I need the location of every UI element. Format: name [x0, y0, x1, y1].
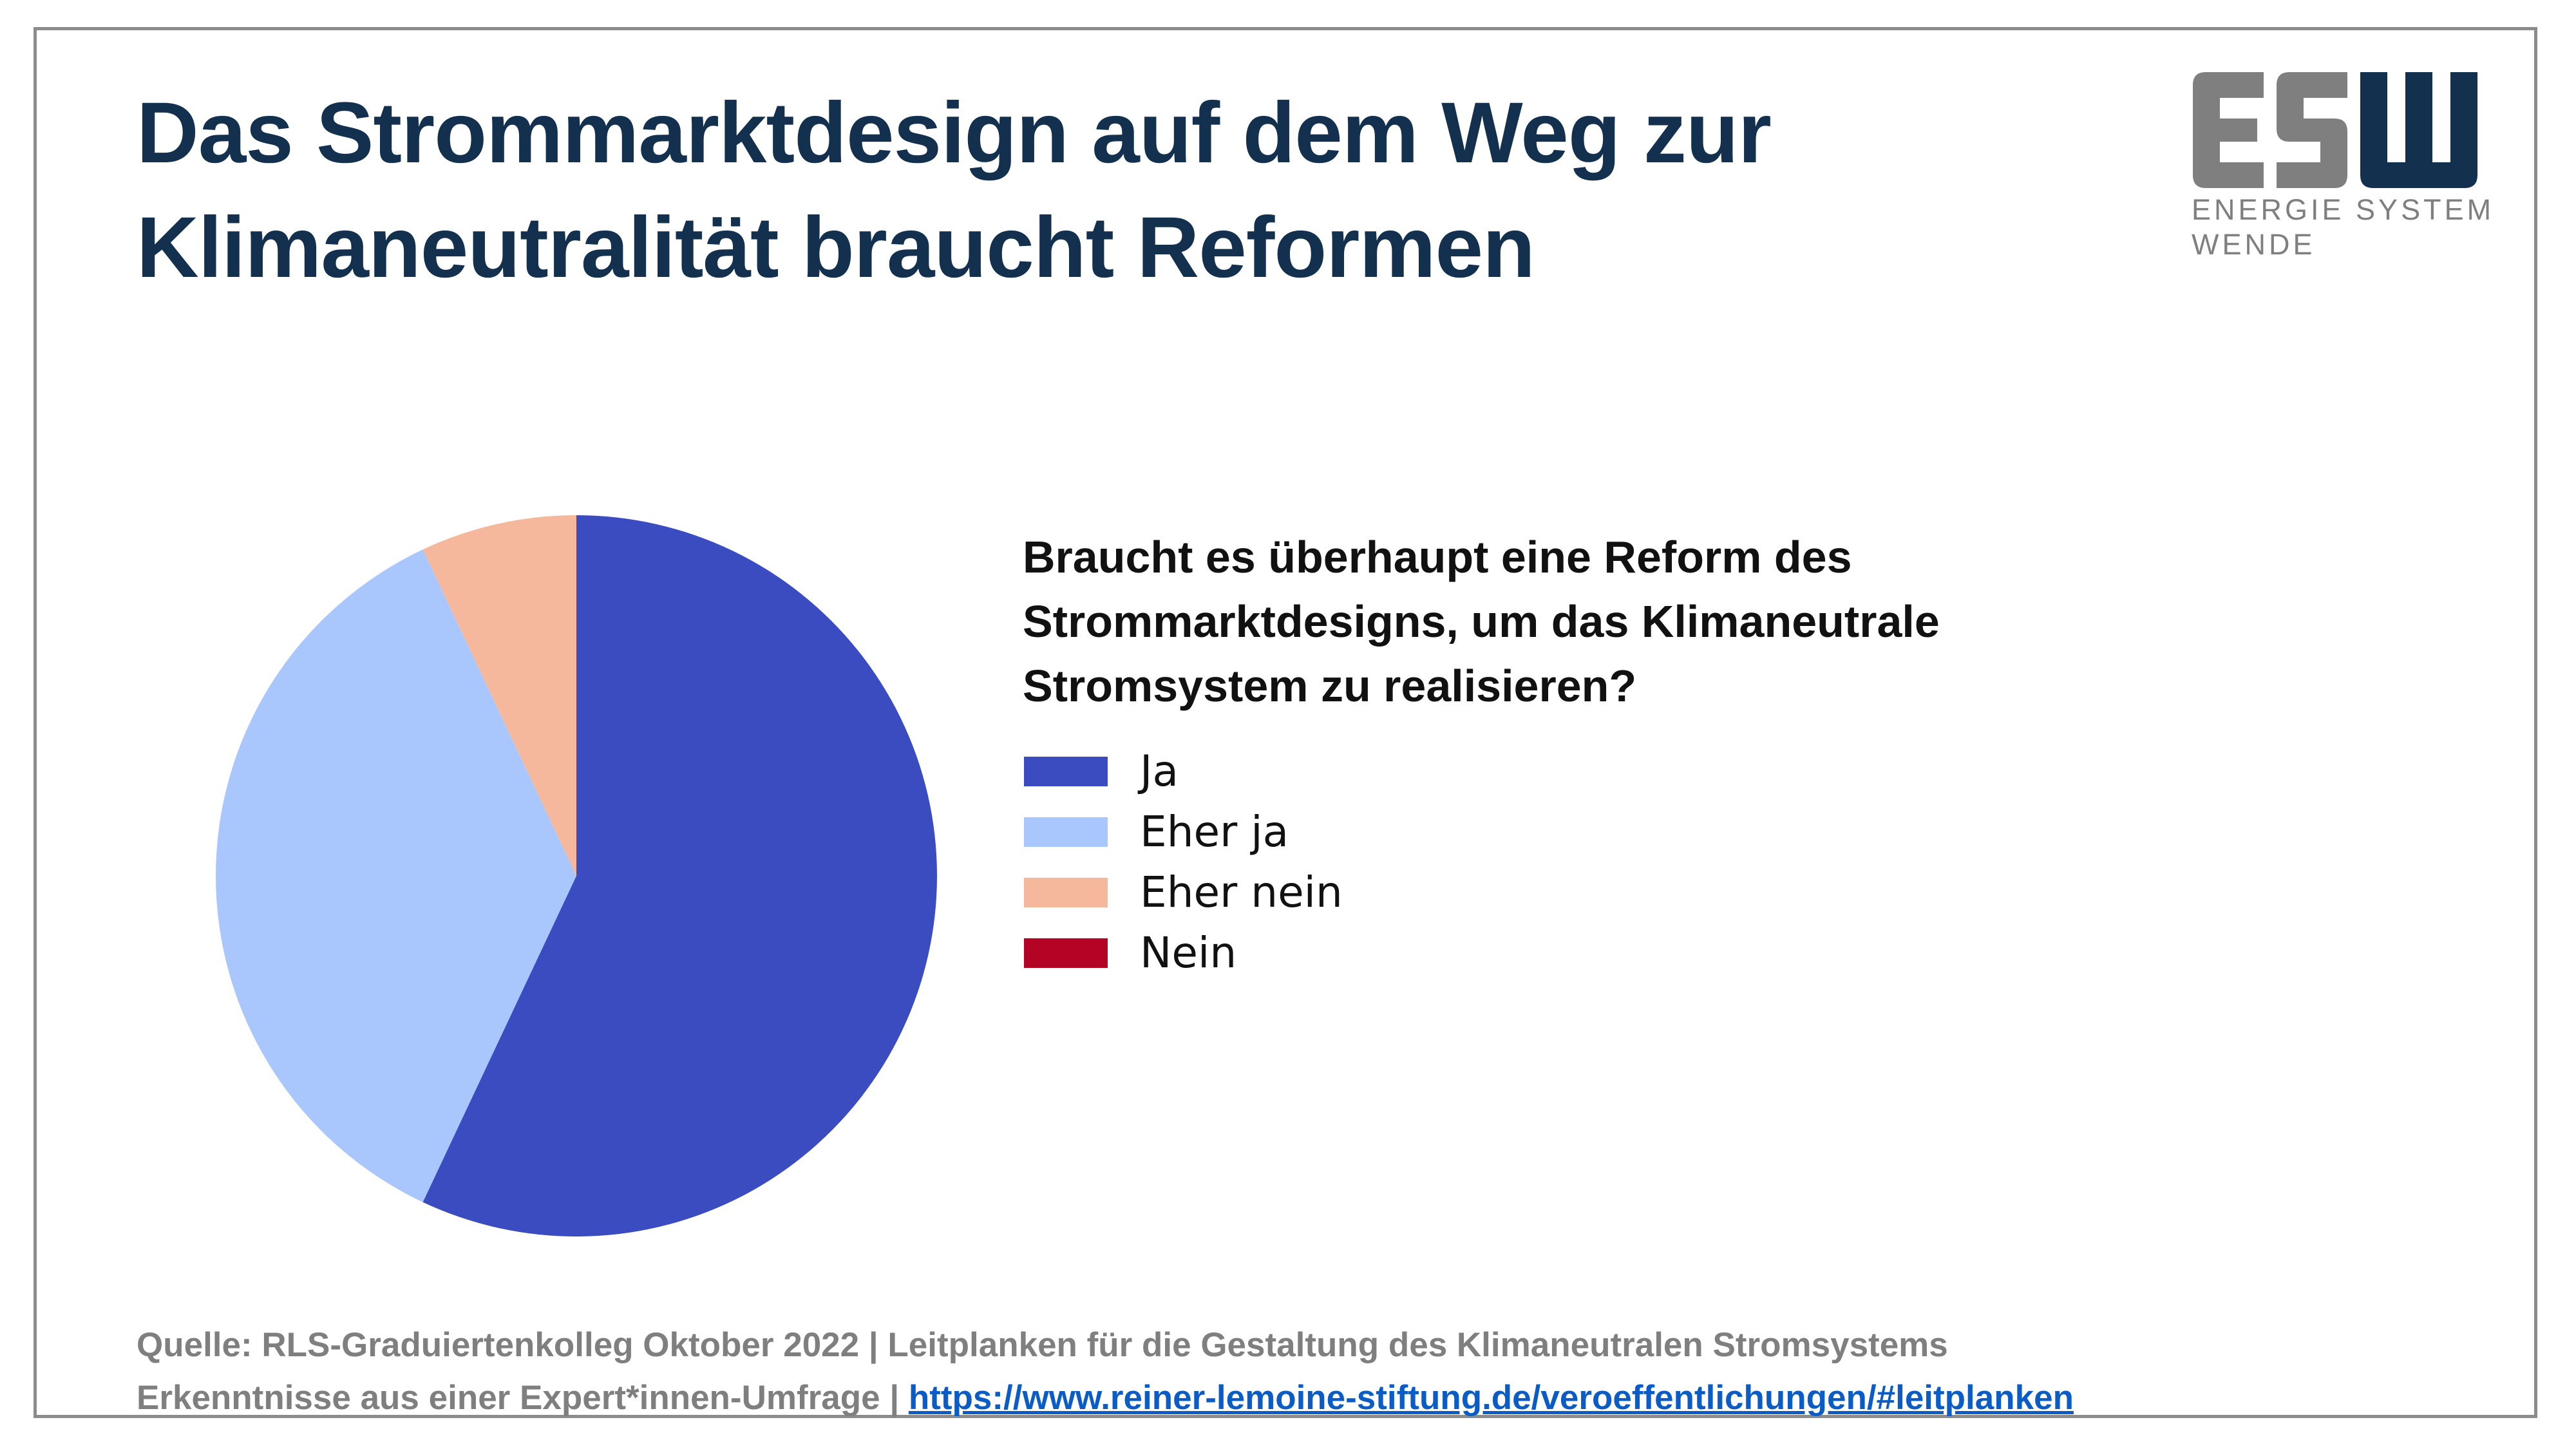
question-line-3: Stromsystem zu realisieren? — [1023, 661, 1637, 711]
footer-line-1: Quelle: RLS-Graduiertenkolleg Oktober 20… — [137, 1326, 1948, 1364]
footer-line-2-prefix: Erkenntnisse aus einer Expert*innen-Umfr… — [137, 1379, 909, 1417]
legend-item-ja: Ja — [1024, 744, 1475, 796]
pie-chart-svg — [216, 515, 937, 1236]
question-line-2: Strommarktdesigns, um das Klimaneutrale — [1023, 596, 1940, 647]
logo-text-line-2: WENDE — [2192, 228, 2316, 261]
chart-question: Braucht es überhaupt eine Reform des Str… — [1023, 525, 2117, 718]
legend-swatch-eher-ja — [1024, 817, 1108, 847]
pie-slice-eher-ja — [216, 549, 577, 1202]
pie-slice-eher-nein — [422, 515, 576, 876]
source-footer: Quelle: RLS-Graduiertenkolleg Oktober 20… — [137, 1319, 2074, 1425]
legend-swatch-eher-nein — [1024, 878, 1108, 907]
legend-swatch-ja — [1024, 757, 1108, 786]
footer-line-2: Erkenntnisse aus einer Expert*innen-Umfr… — [137, 1372, 2074, 1425]
legend-label-eher-ja: Eher ja — [1140, 807, 1289, 857]
logo-text-line-1: ENERGIE SYSTEM — [2192, 193, 2495, 226]
esw-logo-mark — [2193, 72, 2477, 188]
pie-chart — [209, 509, 943, 1246]
esw-logo: ENERGIE SYSTEM WENDE — [2186, 72, 2491, 265]
legend-label-nein: Nein — [1140, 928, 1237, 978]
source-link[interactable]: https://www.reiner-lemoine-stiftung.de/v… — [908, 1379, 2074, 1417]
legend-item-nein: Nein — [1024, 925, 1475, 978]
page-title: Das Strommarktdesign auf dem Weg zur Kli… — [137, 76, 1772, 305]
pie-slice-ja — [422, 515, 937, 1236]
legend-item-eher-nein: Eher nein — [1024, 865, 1475, 917]
legend-item-eher-ja: Eher ja — [1024, 804, 1475, 857]
question-line-1: Braucht es überhaupt eine Reform des — [1023, 532, 1852, 582]
legend-label-ja: Ja — [1140, 746, 1179, 796]
title-line-2: Klimaneutralität braucht Reformen — [137, 200, 1535, 296]
legend-swatch-nein — [1024, 938, 1108, 968]
legend-label-eher-nein: Eher nein — [1140, 867, 1343, 917]
title-line-1: Das Strommarktdesign auf dem Weg zur — [137, 85, 1772, 181]
